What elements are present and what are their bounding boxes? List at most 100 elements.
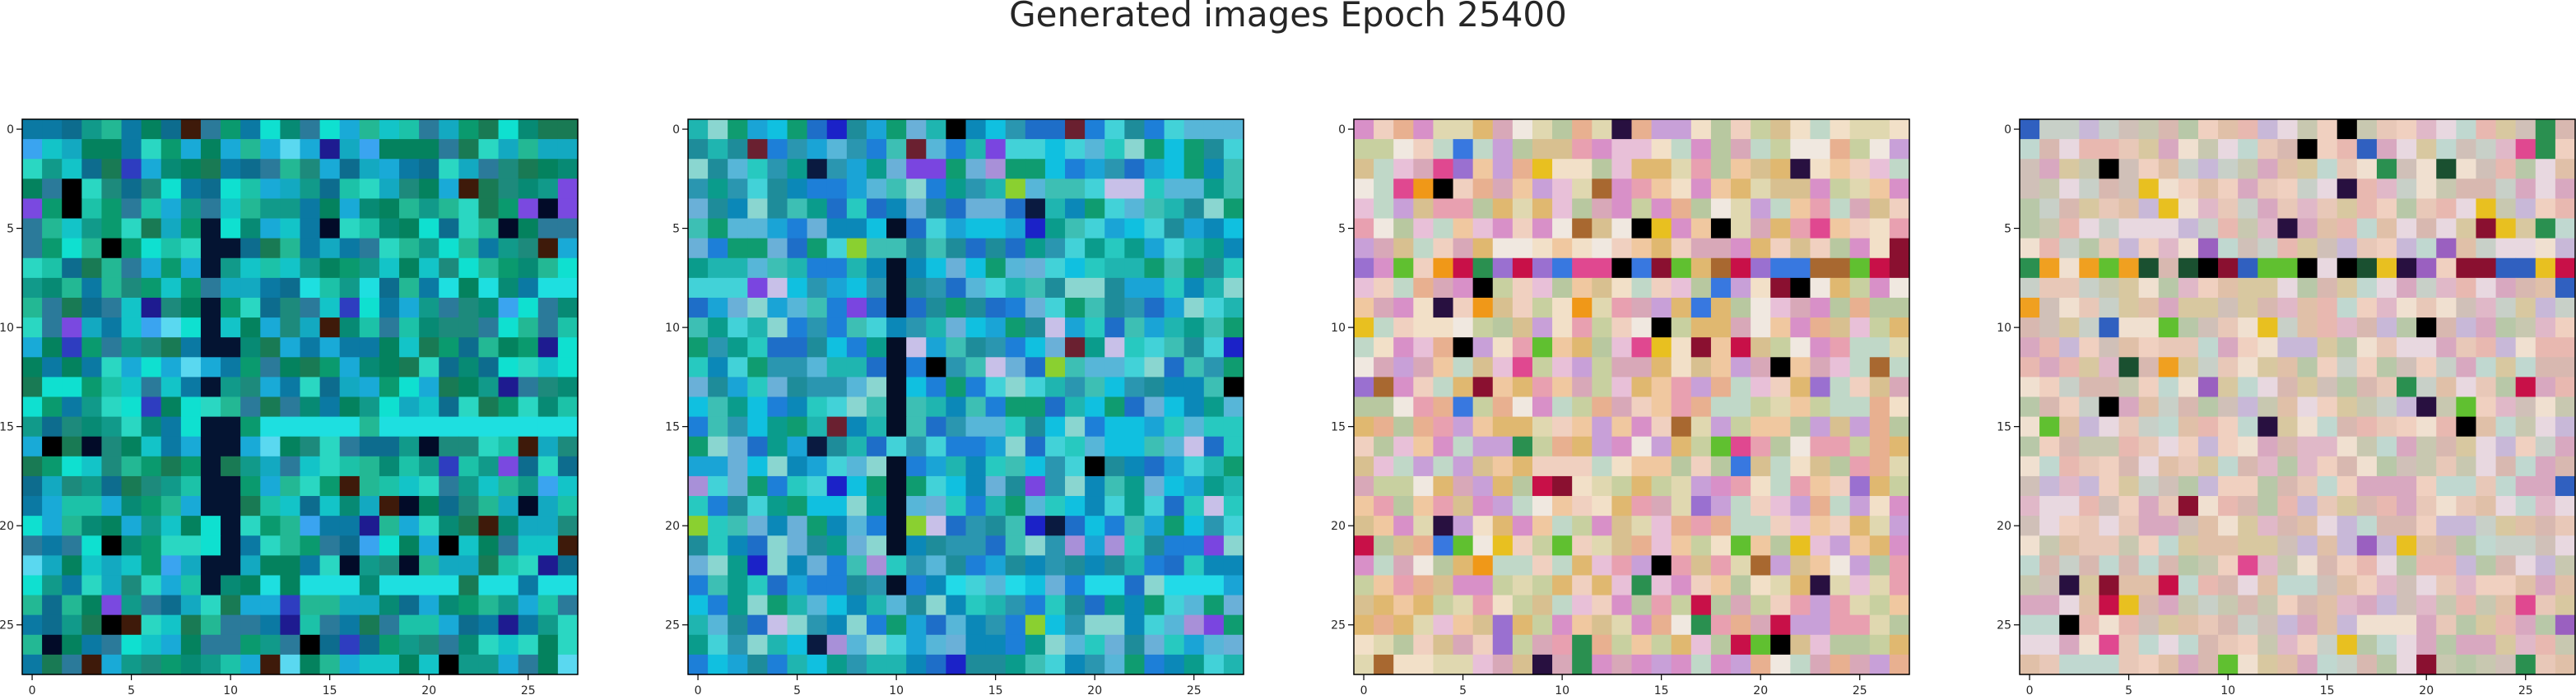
pixel-cell <box>537 516 559 536</box>
pixel-cell <box>478 357 500 378</box>
pixel-cell <box>458 535 480 556</box>
pixel-cell <box>221 337 241 358</box>
pixel-cell <box>1671 634 1692 656</box>
pixel-cell <box>2158 119 2179 140</box>
pixel-cell <box>1144 634 1165 656</box>
pixel-cell <box>1472 119 1494 140</box>
pixel-cell <box>1085 456 1105 477</box>
pixel-cell <box>1005 377 1026 398</box>
pixel-cell <box>2178 159 2199 179</box>
pixel-cell <box>2356 337 2378 358</box>
pixel-cell <box>2218 297 2239 318</box>
pixel-cell <box>379 595 400 616</box>
pixel-cell <box>1164 634 1185 656</box>
pixel-cell <box>1611 218 1633 239</box>
pixel-cell <box>688 456 709 477</box>
pixel-cell <box>458 277 480 299</box>
pixel-cell <box>62 238 82 259</box>
y-tick-label: 25 <box>665 619 680 632</box>
pixel-cell <box>1731 377 1751 398</box>
pixel-cell <box>2020 139 2040 160</box>
pixel-cell <box>2218 317 2239 338</box>
pixel-cell <box>1552 119 1573 140</box>
pixel-cell <box>826 377 848 398</box>
pixel-cell <box>359 337 380 358</box>
pixel-cell <box>906 159 927 179</box>
pixel-cell <box>359 377 380 398</box>
pixel-cell <box>926 337 946 358</box>
pixel-cell <box>439 456 459 477</box>
pixel-cell <box>498 277 519 299</box>
pixel-cell <box>160 257 182 279</box>
pixel-cell <box>121 277 142 299</box>
pixel-cell <box>926 614 946 636</box>
pixel-cell <box>498 575 519 596</box>
pixel-cell <box>826 555 848 577</box>
pixel-cell <box>1472 257 1494 279</box>
pixel-cell <box>1104 396 1125 418</box>
pixel-cell <box>2297 575 2318 596</box>
pixel-cell <box>379 654 400 675</box>
pixel-cell <box>2376 475 2397 497</box>
pixel-cell <box>1532 178 1553 200</box>
pixel-cell <box>2039 416 2060 438</box>
pixel-cell <box>81 456 103 477</box>
pixel-cell <box>866 178 887 200</box>
pixel-cell <box>2416 257 2437 279</box>
pixel-cell <box>906 396 927 418</box>
pixel-cell <box>339 456 360 477</box>
pixel-cell <box>498 377 519 398</box>
pixel-cell <box>2337 654 2358 675</box>
pixel-cell <box>1005 337 1026 358</box>
pixel-cell <box>537 119 559 140</box>
pixel-cell <box>101 516 123 536</box>
pixel-cell <box>300 238 321 259</box>
pixel-cell <box>1492 377 1514 398</box>
pixel-cell <box>2257 218 2278 239</box>
pixel-cell <box>1572 357 1593 378</box>
pixel-cell <box>2476 575 2497 596</box>
pixel-cell <box>1552 198 1573 220</box>
pixel-cell <box>22 535 43 556</box>
pixel-cell <box>2138 119 2160 140</box>
pixel-cell <box>2535 416 2556 438</box>
pixel-cell <box>1770 416 1791 438</box>
pixel-cell <box>708 396 728 418</box>
pixel-cell <box>42 119 63 140</box>
pixel-cell <box>1492 337 1514 358</box>
pixel-cell <box>1671 218 1692 239</box>
pixel-cell <box>1830 377 1851 398</box>
pixel-cell <box>2059 119 2080 140</box>
pixel-cell <box>42 297 63 318</box>
pixel-cell <box>1631 456 1653 477</box>
pixel-cell <box>101 496 123 517</box>
pixel-cell <box>518 297 539 318</box>
pixel-cell <box>2118 297 2140 318</box>
pixel-cell <box>1393 357 1414 378</box>
pixel-cell <box>339 436 360 457</box>
pixel-cell <box>42 159 63 179</box>
pixel-cell <box>2495 614 2517 636</box>
pixel-cell <box>1690 634 1712 656</box>
pixel-cell <box>2495 396 2517 418</box>
pixel-cell <box>2476 396 2497 418</box>
pixel-cell <box>1104 555 1125 577</box>
pixel-cell <box>1572 178 1593 200</box>
pixel-cell <box>1492 396 1514 418</box>
pixel-cell <box>1104 496 1125 517</box>
pixel-cell <box>1869 555 1890 577</box>
pixel-cell <box>537 496 559 517</box>
pixel-cell <box>2178 496 2199 517</box>
pixel-cell <box>2079 317 2100 338</box>
pixel-cell <box>1552 218 1573 239</box>
pixel-cell <box>1731 634 1751 656</box>
pixel-cell <box>826 238 848 259</box>
pixel-cell <box>846 277 867 299</box>
pixel-cell <box>221 634 241 656</box>
pixel-cell <box>1413 257 1434 279</box>
pixel-cell <box>22 198 43 220</box>
pixel-cell <box>965 535 987 556</box>
pixel-cell <box>419 496 439 517</box>
pixel-cell <box>767 357 788 378</box>
pixel-cell <box>1671 317 1692 338</box>
